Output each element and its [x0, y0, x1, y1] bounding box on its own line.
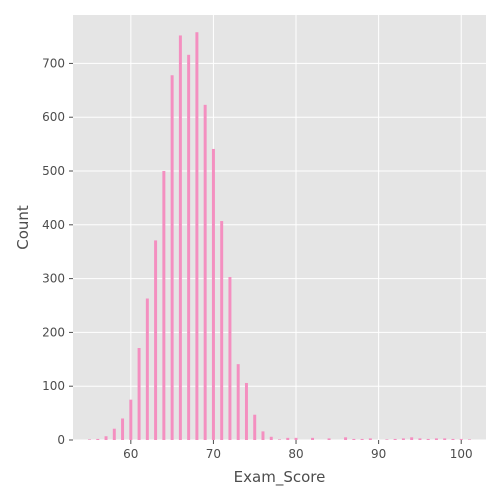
y-tick-label: 100	[42, 379, 65, 393]
y-tick-label: 0	[57, 433, 65, 447]
y-tick-label: 400	[42, 218, 65, 232]
histogram-bar	[261, 431, 265, 440]
x-tick-label: 70	[206, 447, 221, 461]
histogram-bar	[253, 414, 257, 440]
histogram-bar	[393, 438, 397, 440]
y-tick-label: 200	[42, 325, 65, 339]
y-axis-label: Count	[14, 205, 32, 250]
histogram-bar	[104, 436, 108, 440]
histogram-bar	[269, 436, 273, 440]
histogram-bar	[327, 438, 331, 440]
histogram-bar	[459, 438, 463, 440]
histogram-bar	[195, 32, 199, 441]
histogram-bar	[443, 438, 447, 440]
histogram-bar	[385, 439, 389, 440]
histogram-bar	[451, 438, 455, 440]
histogram-bar	[467, 439, 471, 440]
histogram-bar	[294, 437, 298, 440]
histogram-bar	[352, 438, 356, 440]
histogram-bar	[344, 437, 348, 440]
histogram-bar	[426, 438, 430, 440]
histogram-bar	[410, 437, 414, 440]
histogram-bar	[129, 399, 133, 440]
y-axis-ticks: 0 100 200 300 400 500 600 700	[42, 56, 73, 447]
histogram-bar	[187, 54, 191, 441]
histogram-bar	[121, 418, 125, 440]
histogram-bar	[154, 240, 158, 440]
histogram-bar	[236, 364, 240, 440]
y-tick-label: 600	[42, 110, 65, 124]
histogram-bar	[220, 221, 224, 440]
histogram-bar	[286, 437, 290, 440]
histogram-bar	[112, 428, 116, 440]
histogram-bar	[434, 438, 438, 440]
x-tick-label: 80	[288, 447, 303, 461]
histogram-bar	[162, 171, 166, 440]
histogram-bar	[203, 104, 207, 441]
histogram-bar	[178, 35, 182, 440]
x-tick-label: 60	[123, 447, 138, 461]
x-tick-label: 90	[371, 447, 386, 461]
x-axis-ticks: 60 70 80 90 100	[123, 440, 473, 461]
y-tick-label: 300	[42, 272, 65, 286]
histogram-bar	[418, 438, 422, 440]
y-tick-label: 500	[42, 164, 65, 178]
x-axis-label: Exam_Score	[234, 468, 326, 487]
histogram-bar	[145, 298, 149, 440]
histogram-bar	[401, 438, 405, 440]
histogram-bar	[96, 438, 100, 440]
histogram-bar	[88, 439, 92, 440]
histogram-bar	[137, 348, 141, 440]
histogram-bar	[211, 148, 215, 441]
histogram-bar	[228, 276, 232, 440]
histogram-bar	[170, 75, 174, 440]
bars	[88, 32, 471, 441]
histogram-bar	[360, 438, 364, 440]
plot-background	[73, 15, 486, 440]
x-tick-label: 100	[450, 447, 473, 461]
y-tick-label: 700	[42, 56, 65, 70]
histogram-bar	[278, 439, 281, 440]
histogram-bar	[368, 438, 372, 440]
histogram-bar	[311, 437, 315, 440]
histogram-bar	[244, 382, 248, 440]
